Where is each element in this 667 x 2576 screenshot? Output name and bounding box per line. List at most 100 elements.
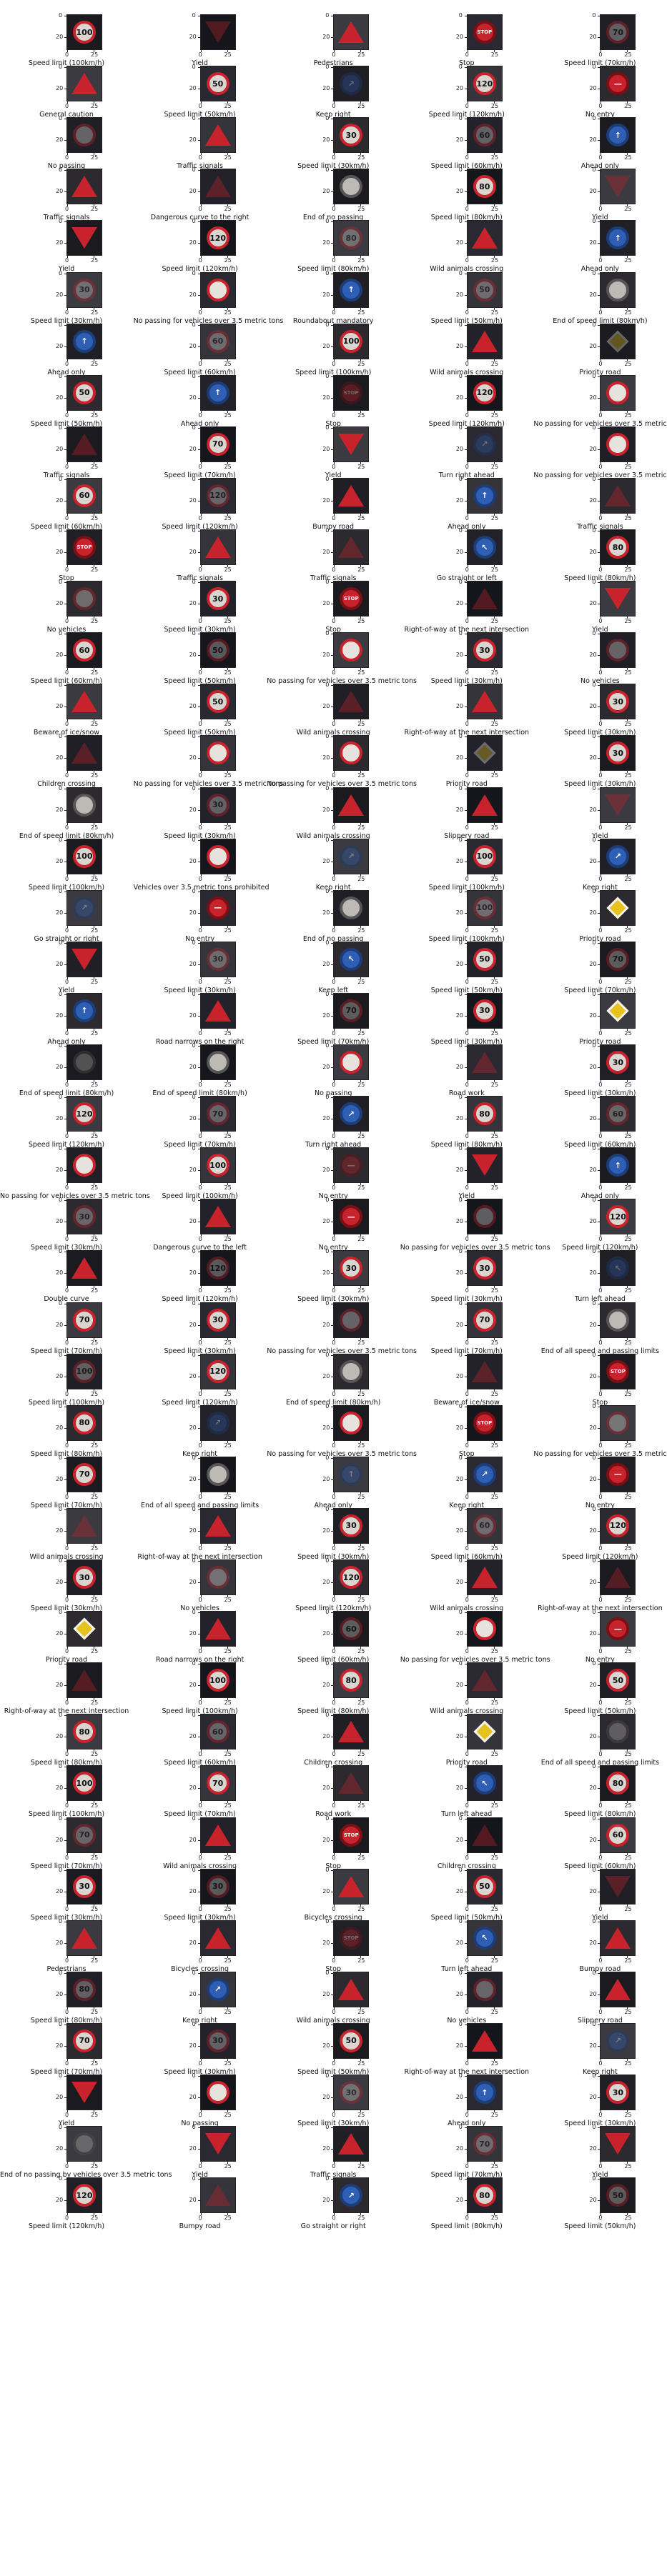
x-tick-label: 25 — [91, 257, 99, 264]
y-tick-label: 0 — [325, 475, 330, 482]
subplot-cell: 0 20 0 25 Beware of ice/snow — [400, 1344, 533, 1407]
subplot-title: No passing for vehicles over 3.5 metric … — [267, 780, 417, 789]
x-tick-label: 0 — [332, 772, 336, 779]
y-tick-label: 20 — [589, 652, 597, 659]
subplot-cell: —0 20 0 25 No entry — [533, 56, 666, 119]
x-tick-label: 25 — [224, 1544, 232, 1552]
y-tick-label: 0 — [592, 1197, 596, 1204]
x-tick-mark — [493, 1234, 495, 1237]
subplot-cell: ↑ 0 20 0 25 Ahead only — [0, 314, 133, 376]
y-tick-label: 20 — [189, 1115, 197, 1122]
x-tick-label: 25 — [490, 1854, 498, 1861]
subplot-title: No passing for vehicles over 3.5 metric … — [133, 780, 284, 789]
subplot-title: Speed limit (30km/h) — [564, 729, 636, 737]
x-tick-label: 25 — [91, 1802, 99, 1809]
subplot-cell: 60 0 20 0 25 Speed limit (60km/h) — [0, 622, 133, 686]
y-tick-label: 20 — [189, 2197, 197, 2204]
sign-glyph — [204, 176, 231, 198]
y-tick-label: 0 — [59, 939, 63, 946]
sign-glyph: STOP — [340, 381, 363, 404]
y-tick-label: 20 — [589, 239, 597, 246]
y-tick-mark — [64, 324, 66, 326]
x-tick-mark — [67, 668, 68, 671]
subplot-title: Traffic signals — [43, 471, 90, 479]
sign-image — [333, 426, 370, 462]
sign-glyph — [606, 1411, 630, 1434]
y-tick-mark — [598, 324, 601, 326]
y-tick-mark — [64, 2045, 66, 2047]
y-tick-label: 20 — [589, 1372, 597, 1379]
y-tick-mark — [197, 1015, 200, 1017]
y-tick-mark — [464, 1972, 467, 1974]
sign-image — [333, 1302, 370, 1338]
x-tick-label: 25 — [91, 1390, 99, 1397]
y-tick-label: 20 — [189, 1218, 197, 1225]
y-tick-label: 0 — [592, 1969, 596, 1976]
x-tick-label: 0 — [465, 1905, 469, 1912]
subplot-title: Pedestrians — [313, 59, 353, 67]
sign-image: 120 — [66, 1096, 102, 1132]
subplot-title: No vehicles — [447, 2016, 487, 2025]
subplot-cell: 70 0 20 0 25 Speed limit (70km/h) — [533, 932, 666, 994]
y-tick-mark — [331, 140, 334, 141]
subplot-title: Stop — [325, 1862, 341, 1870]
sign-glyph — [338, 794, 365, 816]
subplot-title: Speed limit (70km/h) — [564, 986, 636, 994]
x-tick-label: 25 — [490, 2060, 498, 2067]
y-tick-label: 20 — [56, 549, 64, 555]
y-tick-mark — [464, 397, 467, 399]
y-tick-label: 20 — [322, 188, 330, 195]
y-tick-label: 20 — [189, 85, 197, 92]
subplot-cell: 0 20 0 25 Traffic signals — [134, 107, 267, 170]
x-tick-label: 0 — [465, 2008, 469, 2015]
y-tick-mark — [331, 655, 334, 657]
sign-image — [600, 374, 636, 411]
y-tick-mark — [464, 2149, 467, 2150]
sign-glyph — [605, 1875, 631, 1897]
y-tick-label: 20 — [189, 754, 197, 762]
sign-image: 30 — [333, 117, 370, 154]
subplot-title: End of no passing — [302, 214, 364, 222]
x-tick-label: 0 — [65, 2008, 69, 2015]
subplot-cell: 0 20 0 25 Slippery road — [400, 777, 533, 840]
sign-image: 80 — [333, 1662, 370, 1699]
sign-glyph: 30 — [473, 639, 496, 662]
x-tick-label: 25 — [91, 875, 99, 882]
y-tick-mark — [197, 942, 200, 944]
y-tick-label: 20 — [56, 136, 64, 144]
x-tick-label: 0 — [332, 463, 336, 470]
subplot-cell: 50 0 20 0 25 Speed limit (50km/h) — [134, 622, 267, 686]
x-tick-mark — [67, 1801, 68, 1804]
sign-glyph — [206, 844, 229, 868]
y-tick-mark — [64, 582, 66, 584]
x-tick-label: 0 — [598, 618, 603, 625]
x-tick-mark — [493, 1440, 495, 1443]
y-tick-mark — [598, 1067, 601, 1068]
x-tick-label: 0 — [465, 463, 469, 470]
subplot-cell: —0 20 0 25 No entry — [134, 880, 267, 943]
x-tick-mark — [227, 1080, 228, 1082]
x-tick-label: 0 — [465, 2215, 469, 2222]
y-tick-label: 0 — [592, 2072, 596, 2079]
sign-glyph: STOP — [73, 536, 96, 559]
sign-image: 30 — [333, 1250, 370, 1287]
sign-glyph: ↗ — [206, 1411, 229, 1434]
subplot-cell: 0 20 0 25 General caution — [0, 56, 133, 119]
x-tick-mark — [360, 513, 362, 516]
y-tick-label: 20 — [322, 1064, 330, 1070]
x-tick-label: 0 — [332, 1802, 336, 1809]
sign-image — [199, 1507, 236, 1544]
subplot-cell: 0 20 0 25 Double curve — [0, 1240, 133, 1303]
x-tick-label: 0 — [198, 1751, 202, 1758]
subplot-cell: STOP 0 20 0 25 Stop — [400, 4, 533, 67]
y-tick-mark — [197, 1354, 200, 1356]
sign-image: — — [333, 1199, 370, 1235]
x-tick-label: 0 — [198, 1493, 202, 1500]
x-tick-label: 0 — [198, 669, 202, 677]
y-tick-label: 20 — [56, 1115, 64, 1122]
subplot-cell: ↑ 0 20 0 25 Ahead only — [267, 1447, 400, 1509]
subplot-cell: 70 0 20 0 25 Speed limit (70km/h) — [134, 416, 267, 479]
y-tick-mark — [598, 2127, 601, 2129]
sign-glyph — [71, 1514, 97, 1537]
y-tick-mark — [464, 1509, 467, 1510]
